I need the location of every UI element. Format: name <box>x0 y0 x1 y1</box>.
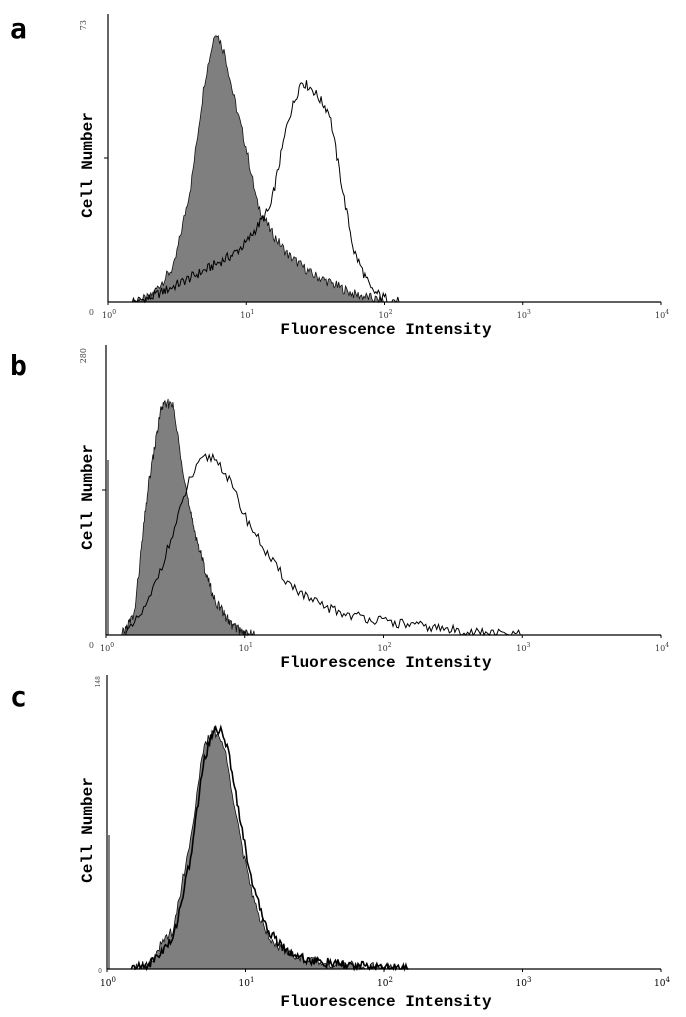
x-tick-exponent: 3 <box>526 642 530 649</box>
y-tick-top: 148 <box>95 676 102 688</box>
y-tick-top: 73 <box>79 20 88 30</box>
x-tick-label: 103 <box>516 642 530 653</box>
x-tick-label: 103 <box>516 976 532 989</box>
x-tick-label: 102 <box>377 976 393 989</box>
y-tick-top: 280 <box>79 348 88 363</box>
x-tick-exponent: 2 <box>388 642 392 649</box>
x-tick-label: 102 <box>379 309 393 320</box>
histogram-filled <box>121 398 256 637</box>
x-tick-exponent: 3 <box>527 309 531 316</box>
x-tick-label: 101 <box>239 642 253 653</box>
x-axis-label: Fluorescence Intensity <box>280 321 492 339</box>
x-tick-label: 101 <box>240 309 254 320</box>
y-axis-label: Cell Number <box>79 777 97 883</box>
x-tick-label: 104 <box>655 642 669 653</box>
y-axis-label: Cell Number <box>79 444 97 550</box>
x-tick-exponent: 2 <box>388 976 392 984</box>
x-ticks: 100 101 102 103 104 <box>102 302 669 320</box>
panel-b: b Cell Number 280 0 100 101 102 103 104 Fluo… <box>10 345 669 672</box>
histogram-outline <box>130 724 409 972</box>
x-tick-label: 101 <box>239 976 255 989</box>
x-tick-label: 100 <box>102 309 116 320</box>
panel-letter-b: b <box>10 349 27 382</box>
y-axis-label: Cell Number <box>79 112 97 218</box>
x-ticks: 100 101 102 103 104 <box>100 969 670 989</box>
x-axis-label: Fluorescence Intensity <box>280 654 492 672</box>
panel-a: a Cell Number 73 0 100 101 102 103 104 Fluor… <box>10 12 669 339</box>
x-tick-label: 100 <box>100 642 114 653</box>
x-tick-exponent: 4 <box>665 309 669 316</box>
plot-area <box>104 14 661 304</box>
x-axis-label: Fluorescence Intensity <box>280 993 492 1011</box>
plot-area <box>106 675 661 972</box>
y-tick-zero: 0 <box>98 968 102 975</box>
x-tick-exponent: 1 <box>249 642 253 649</box>
panel-letter-c: c <box>10 680 27 713</box>
x-tick-label: 104 <box>654 976 670 989</box>
x-tick-exponent: 0 <box>110 642 114 649</box>
x-tick-exponent: 4 <box>665 976 670 984</box>
x-tick-exponent: 4 <box>665 642 669 649</box>
panel-c: c Cell Number 148 0 100 101 102 103 104 Fluo… <box>10 675 670 1011</box>
x-tick-label: 104 <box>655 309 669 320</box>
histogram-outline <box>131 80 401 304</box>
x-tick-label: 102 <box>378 642 392 653</box>
y-tick-zero: 0 <box>89 308 94 317</box>
x-tick-label: 103 <box>517 309 531 320</box>
panel-letter-a: a <box>10 12 27 45</box>
histogram-filled <box>131 34 385 304</box>
plot-area <box>102 345 661 637</box>
x-ticks: 100 101 102 103 104 <box>100 635 669 653</box>
histogram-filled <box>131 726 410 971</box>
histogram-outline <box>121 452 523 637</box>
x-tick-exponent: 1 <box>250 309 254 316</box>
y-tick-zero: 0 <box>89 641 94 650</box>
x-tick-exponent: 3 <box>527 976 531 984</box>
x-tick-exponent: 2 <box>389 309 393 316</box>
x-tick-exponent: 0 <box>112 309 116 316</box>
x-tick-exponent: 0 <box>111 976 115 984</box>
x-tick-exponent: 1 <box>250 976 254 984</box>
x-tick-label: 100 <box>100 976 116 989</box>
